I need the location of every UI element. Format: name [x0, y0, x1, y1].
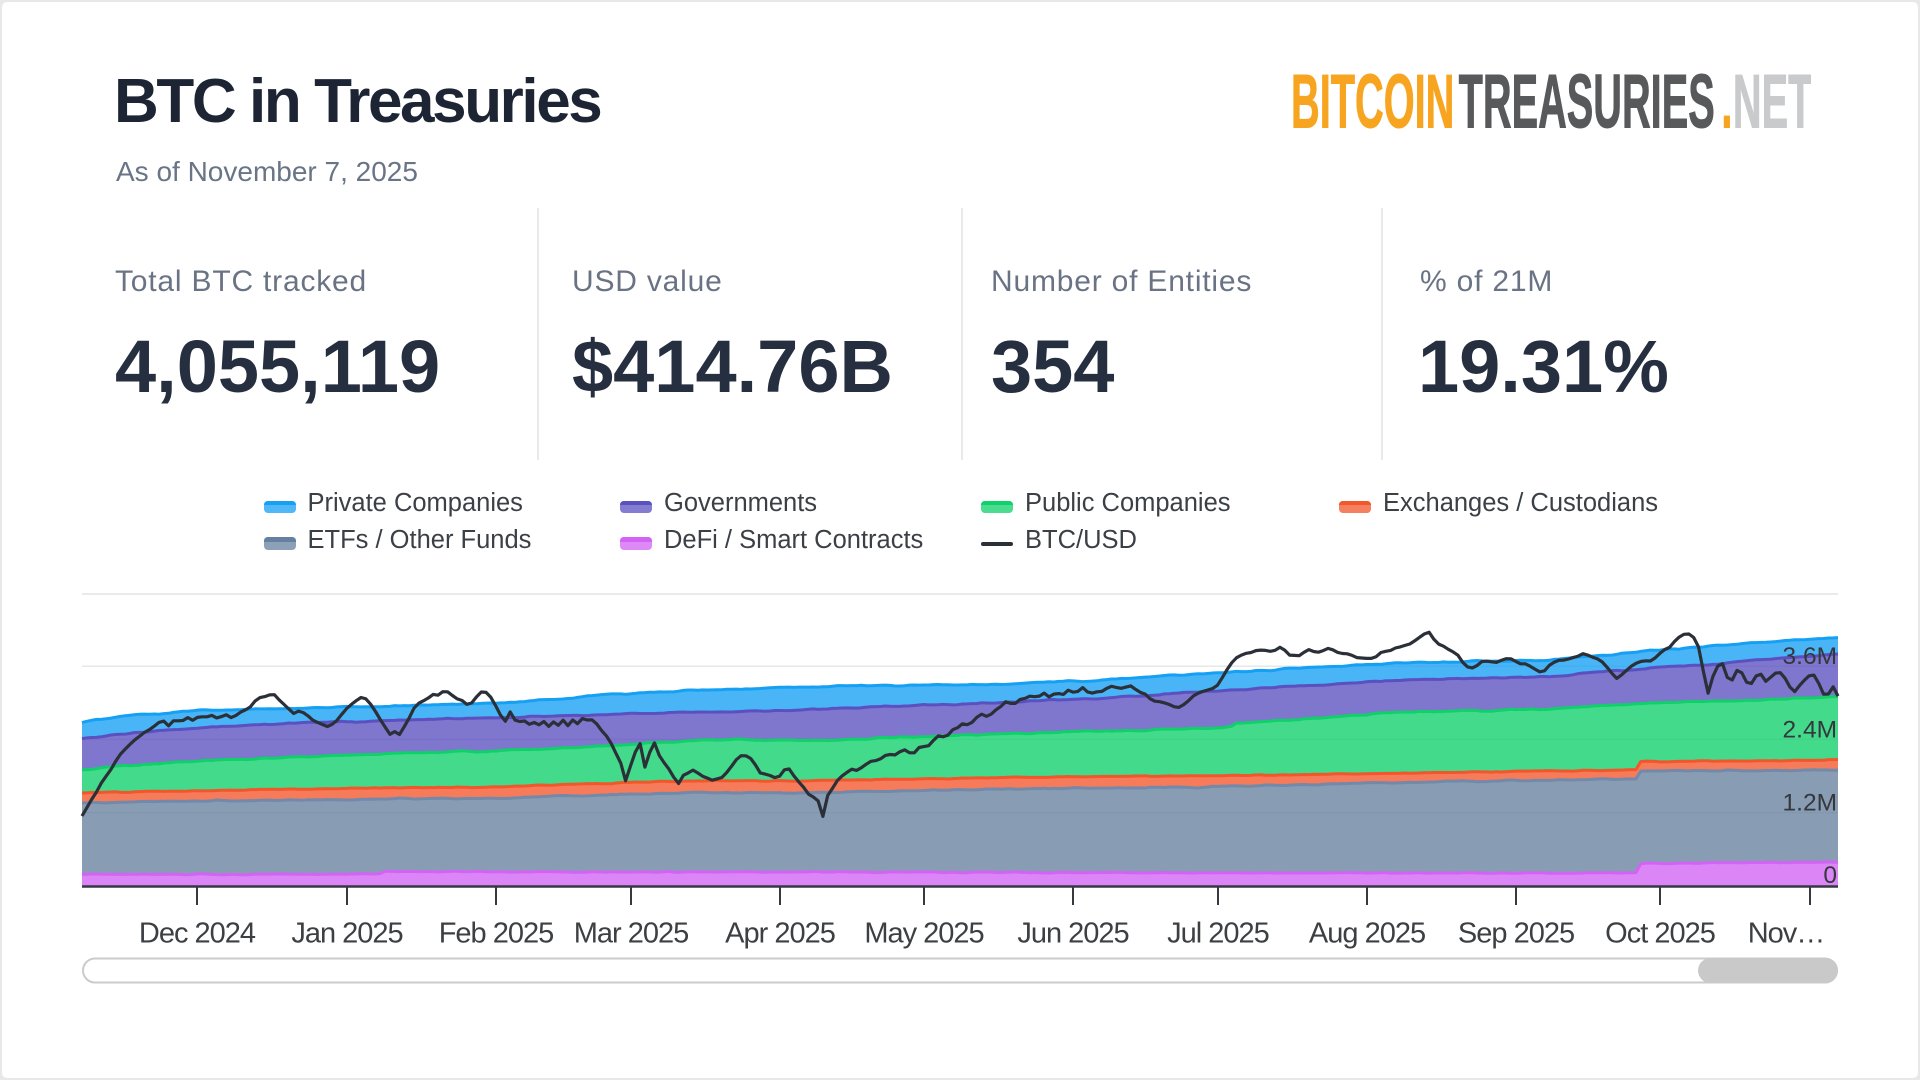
- svg-text:Jul 2025: Jul 2025: [1167, 918, 1269, 950]
- svg-text:1.2M: 1.2M: [1783, 790, 1837, 817]
- svg-text:NET: NET: [1733, 72, 1811, 134]
- svg-text:Jun 2025: Jun 2025: [1017, 918, 1128, 950]
- svg-text:Oct 2025: Oct 2025: [1605, 918, 1715, 950]
- svg-text:Sep 2025: Sep 2025: [1458, 918, 1574, 950]
- svg-text:Dec 2024: Dec 2024: [139, 918, 256, 950]
- svg-text:Feb 2025: Feb 2025: [439, 918, 554, 950]
- svg-text:May 2025: May 2025: [864, 918, 983, 950]
- svg-text:Nov…: Nov…: [1748, 918, 1825, 950]
- svg-text:2.4M: 2.4M: [1783, 717, 1837, 744]
- svg-text:Mar 2025: Mar 2025: [574, 918, 689, 950]
- svg-text:.: .: [1721, 72, 1732, 134]
- svg-text:Jan 2025: Jan 2025: [291, 918, 402, 950]
- svg-text:Aug 2025: Aug 2025: [1309, 918, 1425, 950]
- svg-text:0: 0: [1823, 862, 1837, 889]
- svg-text:TREASURIES: TREASURIES: [1459, 72, 1715, 134]
- svg-text:BITCOIN: BITCOIN: [1291, 72, 1454, 134]
- svg-text:Apr 2025: Apr 2025: [725, 918, 835, 950]
- svg-text:3.6M: 3.6M: [1783, 643, 1837, 670]
